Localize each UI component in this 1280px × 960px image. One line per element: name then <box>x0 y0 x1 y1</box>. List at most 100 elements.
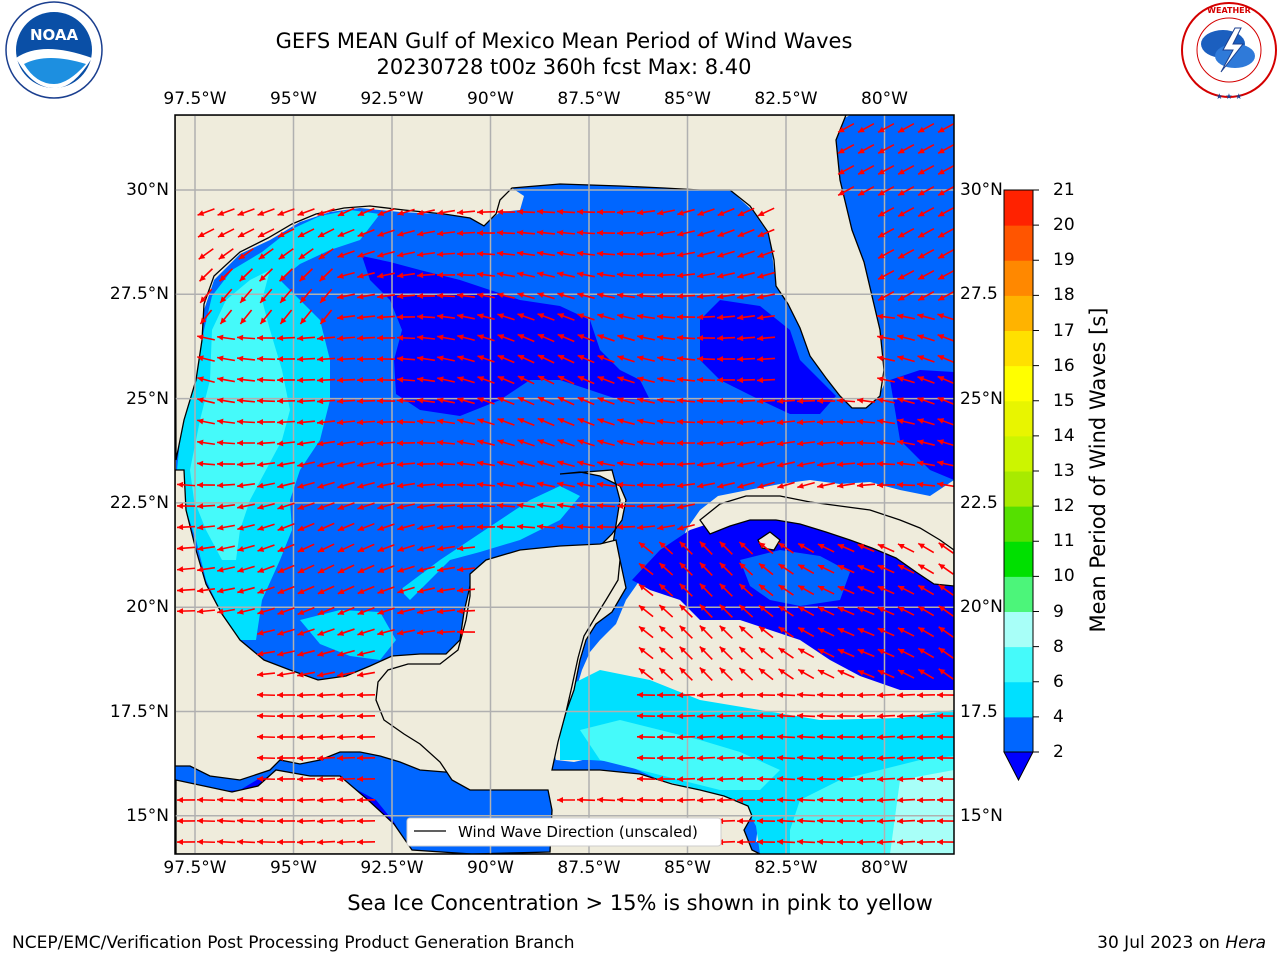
wave-direction-arrow <box>816 419 836 426</box>
wave-direction-arrow <box>236 796 256 803</box>
colorbar-tick-label: 14 <box>1053 425 1075 446</box>
wave-direction-arrow <box>356 356 376 363</box>
wave-direction-arrow <box>336 818 356 825</box>
wave-direction-arrow <box>757 271 775 279</box>
wave-direction-arrow <box>677 230 695 237</box>
wave-direction-arrow <box>737 207 755 217</box>
wave-direction-arrow <box>336 797 356 804</box>
footer-machine: Hera <box>1225 933 1266 953</box>
wave-direction-arrow <box>217 566 235 573</box>
land-cuba <box>699 495 954 587</box>
wave-direction-arrow <box>716 440 736 447</box>
colorbar-segment <box>1004 646 1033 683</box>
wave-direction-arrow <box>877 248 895 260</box>
wave-direction-arrow <box>896 755 916 762</box>
wave-direction-arrow <box>219 288 233 304</box>
wave-direction-arrow <box>776 733 796 740</box>
wave-direction-arrow <box>577 439 595 447</box>
wave-direction-arrow <box>296 440 316 447</box>
wave-direction-arrow <box>896 776 916 783</box>
wave-direction-arrow <box>316 818 336 825</box>
wave-direction-arrow <box>356 671 376 678</box>
wave-direction-arrow <box>456 209 476 216</box>
wave-direction-arrow <box>376 314 396 321</box>
footer-date: 30 Jul 2023 on <box>1097 933 1226 953</box>
colorbar-tick-label: 12 <box>1053 496 1075 517</box>
wave-direction-arrow <box>236 461 256 468</box>
wave-direction-arrow <box>576 229 596 236</box>
wave-direction-arrow <box>636 230 656 237</box>
wave-direction-arrow <box>897 143 915 155</box>
wave-direction-arrow <box>537 439 555 447</box>
wave-direction-arrow <box>576 523 596 530</box>
wave-direction-arrow <box>337 606 355 616</box>
wave-direction-arrow <box>699 540 713 556</box>
wave-direction-arrow <box>936 775 954 782</box>
wave-direction-arrow <box>176 839 196 846</box>
wave-direction-arrow <box>577 418 595 426</box>
wave-direction-arrow <box>436 272 456 279</box>
wave-direction-arrow <box>638 667 654 681</box>
wave-direction-arrow <box>817 585 835 595</box>
lat-label-left: 30°N <box>126 180 169 200</box>
wave-direction-arrow <box>657 209 675 216</box>
wave-direction-arrow <box>256 671 276 678</box>
wave-direction-arrow <box>237 523 255 531</box>
wave-direction-arrow <box>638 625 654 639</box>
wave-direction-arrow <box>916 797 936 804</box>
wave-direction-arrow <box>857 543 875 553</box>
wave-direction-arrow <box>917 376 935 384</box>
wave-direction-arrow <box>336 839 356 846</box>
wave-direction-arrow <box>316 713 336 720</box>
wave-direction-arrow <box>837 627 855 637</box>
wave-direction-arrow <box>197 334 215 341</box>
wave-direction-arrow <box>756 440 776 447</box>
wave-direction-arrow <box>736 713 756 720</box>
wave-direction-arrow <box>296 755 316 762</box>
wave-direction-arrow <box>336 419 356 426</box>
wave-direction-arrow <box>876 460 896 467</box>
wave-direction-arrow <box>897 606 915 616</box>
wave-direction-arrow <box>877 185 895 197</box>
wave-direction-arrow <box>776 419 796 426</box>
wave-direction-arrow <box>917 647 935 659</box>
wave-direction-arrow <box>738 604 754 618</box>
wave-direction-arrow <box>256 461 276 468</box>
wave-direction-arrow <box>577 313 595 321</box>
wave-direction-arrow <box>656 797 676 804</box>
wave-direction-arrow <box>357 522 375 532</box>
wave-direction-arrow <box>816 461 836 468</box>
colorbar-tick-label: 6 <box>1053 671 1064 692</box>
wave-direction-arrow <box>216 439 236 446</box>
wave-direction-arrow <box>396 461 416 468</box>
contour-8-9-caribbean <box>890 770 954 854</box>
wave-direction-arrow <box>676 376 696 383</box>
wave-direction-arrow <box>836 817 856 824</box>
wave-direction-arrow <box>377 564 395 574</box>
wave-direction-arrow <box>897 376 915 384</box>
wave-direction-arrow <box>217 208 235 216</box>
wave-direction-arrow <box>877 290 895 302</box>
wave-direction-arrow <box>737 228 755 238</box>
lat-label-right: 30°N <box>960 180 1003 200</box>
map-frame <box>174 114 955 855</box>
wave-direction-arrow <box>197 355 215 362</box>
colorbar-tick-label: 4 <box>1053 706 1064 727</box>
wave-direction-arrow <box>257 629 275 636</box>
wave-direction-arrow <box>936 796 954 803</box>
wave-direction-arrow <box>377 229 395 237</box>
wave-direction-arrow <box>917 206 935 218</box>
wave-direction-arrow <box>897 248 915 260</box>
wave-direction-arrow <box>797 626 815 638</box>
wave-direction-arrow <box>856 482 876 489</box>
wave-direction-arrow <box>657 376 675 383</box>
colorbar-title: Mean Period of Wind Waves [s] <box>1086 307 1110 633</box>
wave-direction-arrow <box>658 604 674 618</box>
wave-direction-arrow <box>216 355 236 362</box>
wave-direction-arrow <box>917 227 935 239</box>
wave-direction-arrow <box>617 439 635 446</box>
wave-direction-arrow <box>796 796 816 803</box>
wave-direction-arrow <box>437 397 455 404</box>
wave-direction-arrow <box>897 313 915 320</box>
wave-direction-arrow <box>396 272 416 279</box>
